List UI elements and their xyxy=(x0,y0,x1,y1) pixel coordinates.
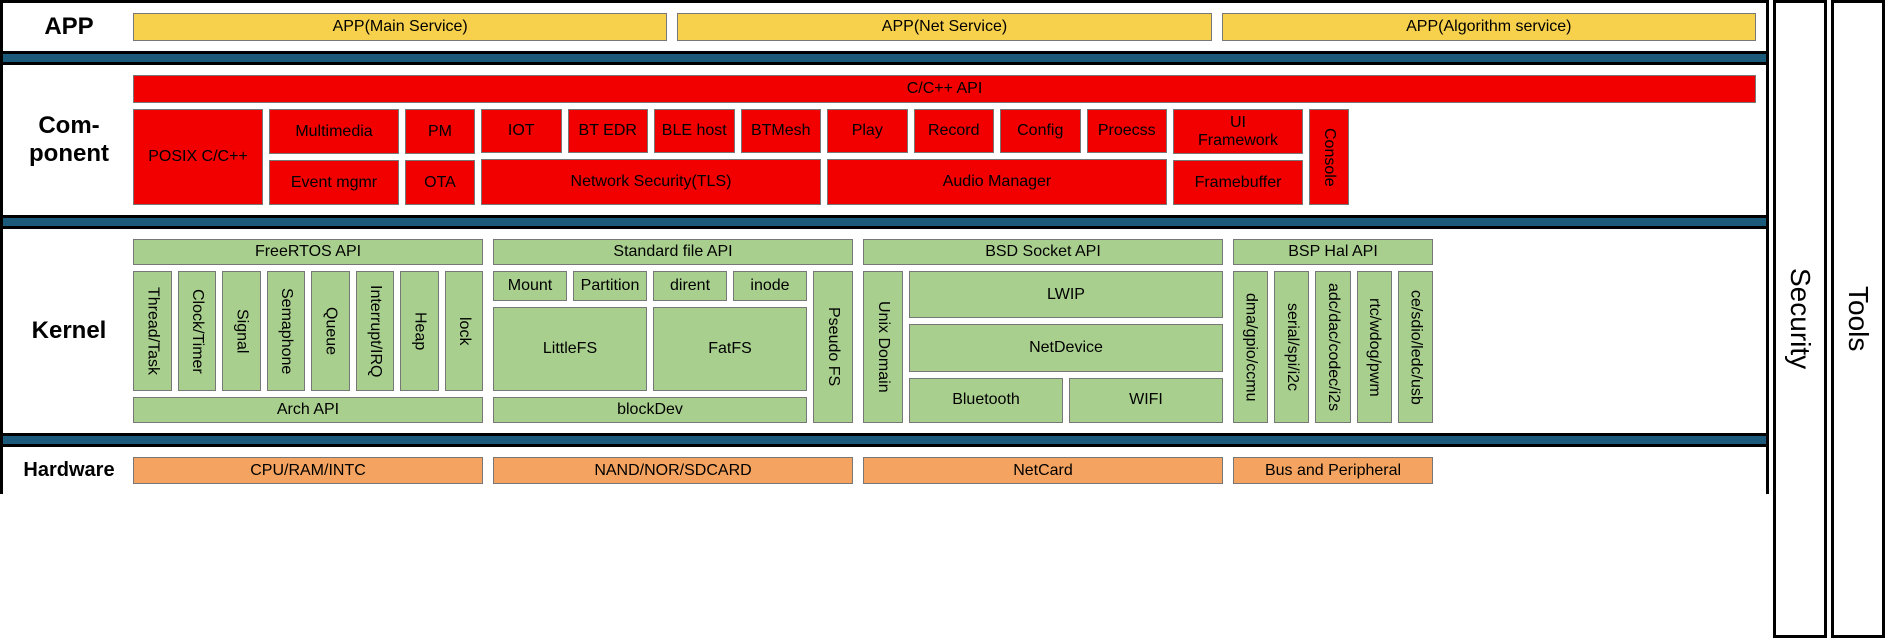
blockdev: blockDev xyxy=(493,397,807,423)
kernel-layer: Kernel FreeRTOS API Thread/Task Clock/Ti… xyxy=(0,226,1769,436)
lwip: LWIP xyxy=(909,271,1223,318)
separator xyxy=(0,54,1769,62)
signal: Signal xyxy=(222,271,261,391)
record: Record xyxy=(914,109,995,153)
adc-dac: adc/dac/codec/i2s xyxy=(1315,271,1350,423)
lock: lock xyxy=(445,271,484,391)
ce-sdio: ce/sdio/ledc/usb xyxy=(1398,271,1433,423)
partition: Partition xyxy=(573,271,647,301)
app-layer: APP APP(Main Service) APP(Net Service) A… xyxy=(0,0,1769,54)
inode: inode xyxy=(733,271,807,301)
separator xyxy=(0,218,1769,226)
fatfs: FatFS xyxy=(653,307,807,391)
ota: OTA xyxy=(405,160,475,205)
netcard: NetCard xyxy=(863,457,1223,484)
heap: Heap xyxy=(400,271,439,391)
netdevice: NetDevice xyxy=(909,324,1223,371)
littlefs: LittleFS xyxy=(493,307,647,391)
security-column: Security xyxy=(1773,0,1827,638)
wifi: WIFI xyxy=(1069,378,1223,423)
standard-file-api: Standard file API xyxy=(493,239,853,265)
freertos-api: FreeRTOS API xyxy=(133,239,483,265)
posix: POSIX C/C++ xyxy=(133,109,263,205)
app-main-service: APP(Main Service) xyxy=(133,13,667,41)
event-mgmr: Event mgmr xyxy=(269,160,399,205)
app-algorithm-service: APP(Algorithm service) xyxy=(1222,13,1756,41)
framebuffer: Framebuffer xyxy=(1173,160,1303,205)
unix-domain: Unix Domain xyxy=(863,271,903,423)
dirent: dirent xyxy=(653,271,727,301)
component-layer: Com- ponent C/C++ API POSIX C/C++ Multim… xyxy=(0,62,1769,218)
interrupt-irq: Interrupt/IRQ xyxy=(356,271,395,391)
config: Config xyxy=(1000,109,1081,153)
component-label: Com- ponent xyxy=(9,71,129,209)
ui-framework: UI Framework xyxy=(1173,109,1303,154)
btmesh: BTMesh xyxy=(741,109,822,153)
multimedia: Multimedia xyxy=(269,109,399,154)
dma-gpio: dma/gpio/ccmu xyxy=(1233,271,1268,423)
kernel-label: Kernel xyxy=(9,235,129,427)
play: Play xyxy=(827,109,908,153)
tools-column: Tools xyxy=(1831,0,1885,638)
rtc-wdog: rtc/wdog/pwm xyxy=(1357,271,1392,423)
app-label: APP xyxy=(9,9,129,45)
proecss: Proecss xyxy=(1087,109,1168,153)
mount: Mount xyxy=(493,271,567,301)
pm: PM xyxy=(405,109,475,154)
queue: Queue xyxy=(311,271,350,391)
cpu-ram: CPU/RAM/INTC xyxy=(133,457,483,484)
hardware-label: Hardware xyxy=(9,453,129,488)
network-security: Network Security(TLS) xyxy=(481,159,821,205)
pseudo-fs: Pseudo FS xyxy=(813,271,853,423)
app-net-service: APP(Net Service) xyxy=(677,13,1211,41)
c-api: C/C++ API xyxy=(133,75,1756,103)
bsd-socket-api: BSD Socket API xyxy=(863,239,1223,265)
bsp-hal-api: BSP Hal API xyxy=(1233,239,1433,265)
separator xyxy=(0,436,1769,444)
iot: IOT xyxy=(481,109,562,153)
console: Console xyxy=(1309,109,1349,205)
clock-timer: Clock/Timer xyxy=(178,271,217,391)
bus-peripheral: Bus and Peripheral xyxy=(1233,457,1433,484)
bt-edr: BT EDR xyxy=(568,109,649,153)
bluetooth: Bluetooth xyxy=(909,378,1063,423)
arch-api: Arch API xyxy=(133,397,483,423)
audio-manager: Audio Manager xyxy=(827,159,1167,205)
ble-host: BLE host xyxy=(654,109,735,153)
serial-spi: serial/spi/i2c xyxy=(1274,271,1309,423)
hardware-layer: Hardware CPU/RAM/INTC NAND/NOR/SDCARD Ne… xyxy=(0,444,1769,494)
thread-task: Thread/Task xyxy=(133,271,172,391)
nand-nor: NAND/NOR/SDCARD xyxy=(493,457,853,484)
semaphone: Semaphone xyxy=(267,271,306,391)
